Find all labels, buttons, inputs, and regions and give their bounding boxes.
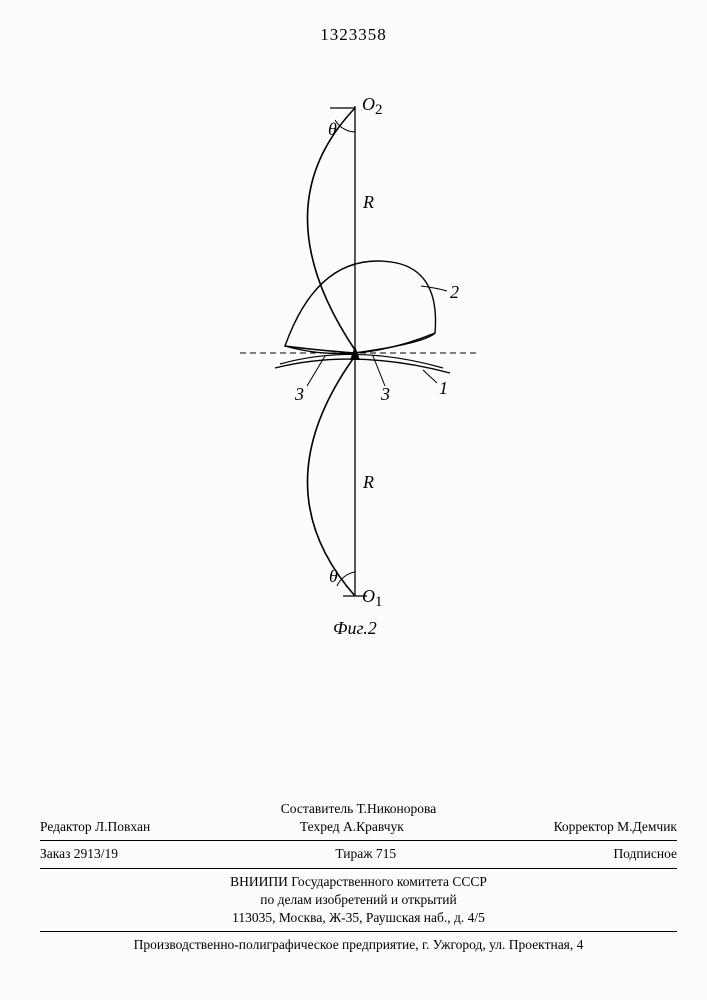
ref-2: 2: [450, 282, 459, 302]
corrector: Корректор М.Демчик: [554, 818, 677, 836]
printer: Производственно-полиграфическое предприя…: [40, 936, 677, 954]
org-line1: ВНИИПИ Государственного комитета СССР: [40, 873, 677, 891]
figure-svg: O 2 O 1 R R θ θ 2 1 3 3: [225, 88, 485, 608]
compiler: Составитель Т.Никонорова: [40, 800, 677, 818]
ref-1: 1: [439, 378, 448, 398]
label-R-top: R: [362, 192, 374, 212]
label-theta-bottom: θ: [329, 566, 338, 586]
figure-caption: Фиг.2: [333, 618, 377, 639]
org-line2: по делам изобретений и открытий: [40, 891, 677, 909]
page: 1323358: [0, 0, 707, 1000]
label-theta-top: θ: [328, 119, 337, 139]
svg-text:1: 1: [375, 594, 383, 608]
divider: [40, 840, 677, 841]
editor: Редактор Л.Повхан: [40, 818, 150, 836]
ref-3a: 3: [294, 384, 304, 404]
techred: Техред А.Кравчук: [300, 818, 404, 836]
divider: [40, 868, 677, 869]
label-O1: O: [362, 586, 375, 606]
order: Заказ 2913/19: [40, 845, 118, 863]
colophon: Составитель Т.Никонорова Редактор Л.Повх…: [40, 800, 677, 955]
tirazh: Тираж 715: [335, 845, 396, 863]
figure-2: O 2 O 1 R R θ θ 2 1 3 3 Фиг.2: [225, 88, 485, 588]
ref-3b: 3: [380, 384, 390, 404]
label-R-bottom: R: [362, 472, 374, 492]
credits-row: Редактор Л.Повхан Техред А.Кравчук Корре…: [40, 818, 677, 836]
org-addr: 113035, Москва, Ж-35, Раушская наб., д. …: [40, 909, 677, 927]
order-row: Заказ 2913/19 Тираж 715 Подписное: [40, 845, 677, 863]
document-number: 1323358: [0, 25, 707, 45]
divider: [40, 931, 677, 932]
podpisnoe: Подписное: [613, 845, 677, 863]
svg-text:2: 2: [375, 102, 383, 118]
label-O2: O: [362, 94, 375, 114]
